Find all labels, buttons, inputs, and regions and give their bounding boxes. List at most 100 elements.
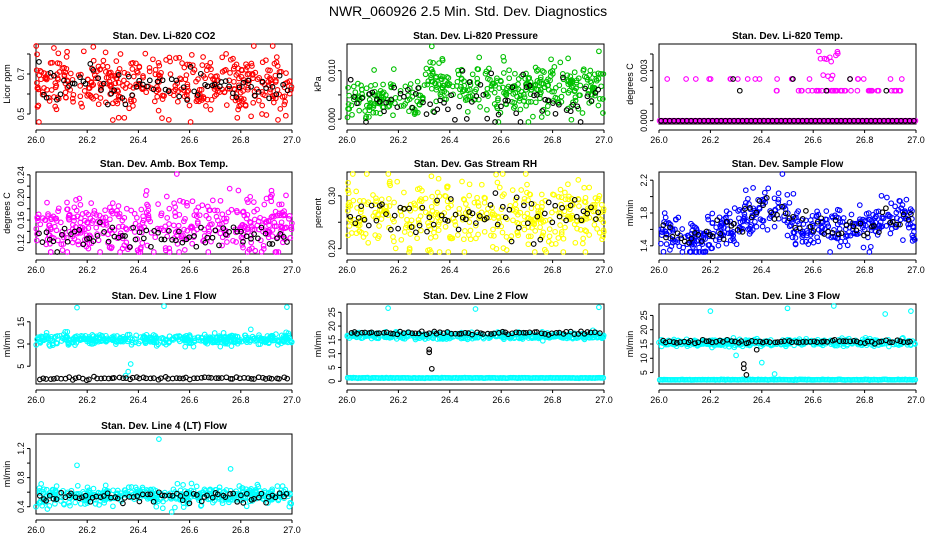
- data-point: [759, 217, 766, 224]
- data-point: [454, 232, 461, 238]
- data-point: [723, 240, 730, 247]
- data-point-black: [105, 375, 112, 382]
- data-point-black: [259, 78, 266, 85]
- data-point-black: [426, 330, 433, 337]
- data-point: [211, 207, 218, 214]
- data-point: [854, 76, 861, 82]
- data-point: [798, 217, 805, 224]
- data-point-black: [158, 236, 165, 243]
- data-point: [345, 187, 351, 194]
- data-point: [726, 343, 732, 350]
- data-point: [286, 78, 293, 85]
- data-point-black: [832, 217, 839, 224]
- data-point: [498, 78, 504, 85]
- x-tick-label: 26.4: [130, 525, 148, 535]
- data-point: [49, 59, 55, 66]
- data-point-black: [108, 90, 115, 97]
- data-point-black: [894, 337, 901, 344]
- data-point: [422, 195, 429, 202]
- data-point: [347, 202, 354, 209]
- data-point-black: [211, 81, 218, 88]
- data-point: [390, 66, 397, 72]
- data-point: [892, 203, 898, 210]
- data-point: [287, 235, 294, 241]
- data-point: [457, 93, 463, 100]
- data-point-black: [176, 375, 183, 382]
- data-point: [44, 199, 50, 206]
- data-point-black: [508, 238, 515, 245]
- data-point-black: [799, 216, 806, 222]
- data-point-black: [359, 329, 365, 336]
- data-point: [247, 326, 254, 333]
- data-point: [587, 67, 594, 74]
- data-point: [537, 76, 544, 83]
- data-point-black: [480, 92, 487, 98]
- data-point: [486, 65, 492, 72]
- data-point-black: [82, 80, 89, 87]
- data-point: [836, 243, 843, 250]
- data-point: [799, 238, 806, 245]
- data-point: [386, 103, 393, 109]
- data-point: [239, 67, 245, 74]
- data-point-black: [258, 224, 265, 231]
- data-point-black: [146, 77, 153, 84]
- data-point: [95, 101, 102, 108]
- y-tick-label: 20: [639, 325, 649, 335]
- data-point: [125, 368, 132, 375]
- data-point: [269, 227, 276, 233]
- data-point-black: [136, 77, 143, 84]
- data-point: [414, 235, 420, 242]
- data-point: [750, 205, 757, 212]
- data-point: [469, 71, 476, 78]
- data-point: [135, 340, 142, 347]
- data-point: [147, 218, 154, 225]
- data-point: [184, 81, 191, 88]
- data-point-black: [98, 375, 104, 382]
- data-point: [251, 335, 258, 341]
- data-point: [209, 197, 216, 204]
- data-point: [256, 74, 262, 81]
- data-point: [556, 210, 563, 216]
- data-point: [365, 199, 372, 206]
- data-point: [144, 201, 150, 208]
- data-point: [378, 196, 385, 203]
- data-point-black: [836, 338, 843, 344]
- data-point: [289, 220, 295, 227]
- y-axis: 1.41.82.2: [639, 174, 654, 252]
- data-point: [260, 246, 267, 252]
- data-point: [114, 87, 121, 94]
- data-point: [380, 81, 386, 88]
- data-point-black: [423, 111, 430, 117]
- data-point: [150, 56, 156, 63]
- data-point: [90, 57, 97, 64]
- data-point-black: [391, 84, 398, 91]
- data-point: [507, 335, 514, 342]
- data-point: [269, 213, 276, 220]
- data-point: [455, 71, 462, 78]
- x-tick-label: 26.8: [232, 135, 250, 145]
- data-point: [430, 335, 436, 342]
- data-point-black: [233, 374, 240, 380]
- panel-title: Stan. Dev. Gas Stream RH: [414, 159, 537, 170]
- data-point: [596, 229, 603, 236]
- data-point: [209, 221, 215, 227]
- data-point: [705, 216, 712, 223]
- data-point: [140, 74, 146, 81]
- data-point: [747, 223, 754, 230]
- data-point-black: [245, 77, 252, 84]
- data-point-black: [94, 232, 101, 239]
- data-point: [223, 102, 230, 108]
- data-point-black: [191, 88, 198, 95]
- data-point: [820, 72, 827, 78]
- data-point-black: [394, 104, 401, 110]
- data-point: [848, 211, 855, 218]
- data-point: [204, 96, 211, 103]
- data-point: [398, 212, 405, 219]
- data-point: [539, 232, 546, 239]
- data-point-black: [412, 330, 419, 337]
- x-tick-label: 26.6: [181, 395, 199, 405]
- data-point: [565, 55, 571, 62]
- data-point: [662, 214, 669, 221]
- data-point: [532, 99, 539, 106]
- data-point-black: [807, 338, 814, 345]
